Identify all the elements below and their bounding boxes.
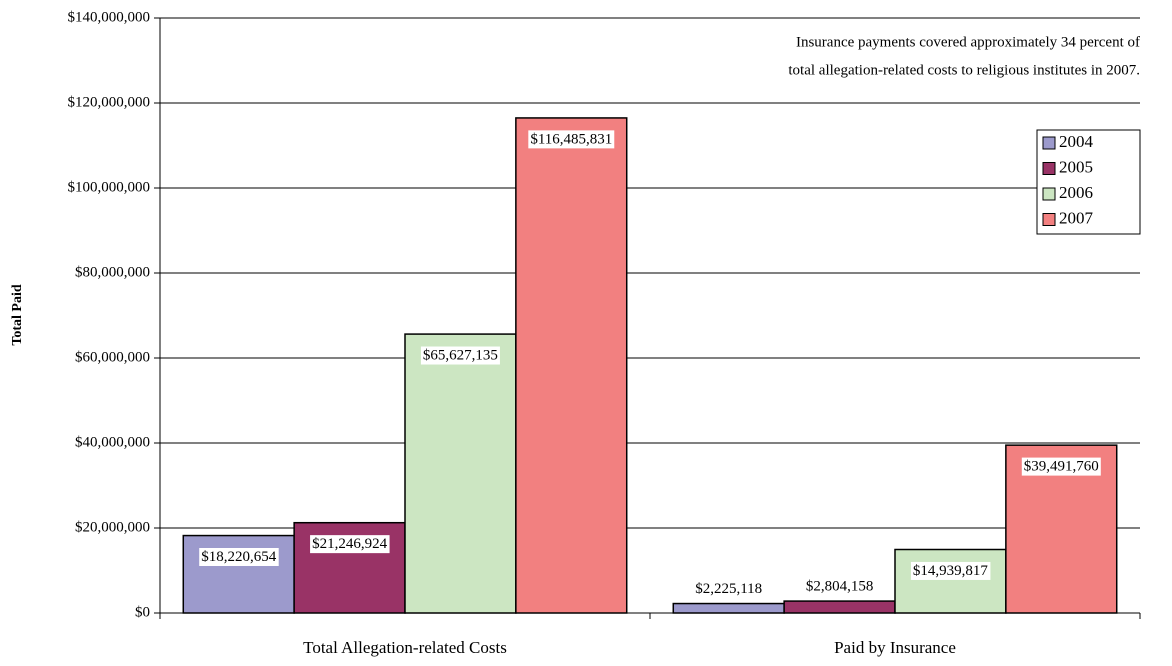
data-label-bg [420, 346, 500, 365]
y-tick-label: $40,000,000 [75, 434, 150, 450]
data-label-group: $116,485,831 [528, 130, 615, 149]
x-tick-label: Total Allegation-related Costs [303, 638, 507, 657]
bar [894, 548, 1007, 614]
data-label: $14,939,817 [913, 563, 989, 579]
y-tick-label: $100,000,000 [68, 179, 151, 195]
data-label: $39,491,760 [1024, 459, 1099, 475]
legend-label: 2007 [1059, 208, 1094, 227]
bar [783, 600, 896, 614]
data-label: $65,627,135 [423, 348, 498, 364]
bar [182, 534, 295, 614]
data-label-group: $18,220,654 [199, 547, 279, 566]
legend-label: 2006 [1059, 183, 1093, 202]
legend-label: 2004 [1059, 132, 1094, 151]
legend-swatch [1042, 136, 1056, 150]
x-tick-label: Paid by Insurance [834, 638, 956, 657]
annotation: Insurance payments covered approximately… [796, 34, 1140, 50]
data-label-bg [1021, 457, 1101, 476]
y-tick-label: $80,000,000 [75, 264, 150, 280]
y-tick-label: $120,000,000 [68, 94, 151, 110]
y-tick-label: $20,000,000 [75, 519, 150, 535]
y-tick-label: $0 [135, 604, 150, 620]
data-label: $2,225,118 [695, 581, 762, 597]
legend-label: 2005 [1059, 157, 1093, 176]
data-label-group: $2,804,158 [803, 577, 876, 596]
y-tick-label: $60,000,000 [75, 349, 150, 365]
data-label-group: $65,627,135 [420, 346, 500, 365]
data-label: $21,246,924 [312, 536, 388, 552]
legend-swatch [1042, 162, 1056, 175]
data-label: $18,220,654 [201, 549, 277, 565]
bar [672, 602, 785, 614]
data-label-bg [693, 579, 765, 598]
data-label-group: $39,491,760 [1021, 457, 1101, 476]
data-label-bg [910, 561, 991, 580]
y-axis-label: Total Paid [10, 284, 25, 346]
data-label-group: $14,939,817 [910, 561, 991, 580]
data-label-group: $2,225,118 [693, 579, 765, 598]
legend-swatch [1042, 187, 1056, 201]
data-label-group: $21,246,924 [310, 535, 390, 554]
data-label-bg [528, 130, 615, 149]
annotation: total allegation-related costs to religi… [788, 62, 1140, 78]
data-label-bg [310, 535, 390, 554]
data-label-bg [803, 577, 876, 596]
data-label-bg [199, 547, 279, 566]
data-label: $116,485,831 [530, 131, 612, 147]
data-label: $2,804,158 [806, 579, 874, 595]
y-tick-label: $140,000,000 [68, 9, 151, 25]
bar [404, 333, 517, 614]
legend-swatch [1042, 213, 1056, 226]
bar [515, 117, 628, 614]
